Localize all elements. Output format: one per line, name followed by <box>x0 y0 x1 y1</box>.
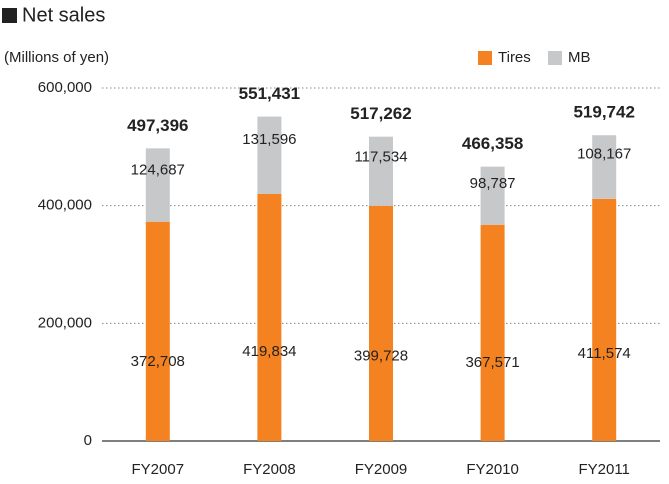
x-tick-label: FY2009 <box>355 461 408 478</box>
value-label: 372,708 <box>131 353 185 370</box>
y-tick-label: 0 <box>84 432 92 449</box>
value-label: 367,571 <box>465 354 519 371</box>
total-label: 519,742 <box>573 103 634 122</box>
value-label: 124,687 <box>131 161 185 178</box>
y-axis-label: (Millions of yen) <box>4 49 109 66</box>
value-label: 117,534 <box>354 148 407 165</box>
bar-segment <box>369 136 393 206</box>
chart-title: Net sales <box>22 4 105 26</box>
bar-segment <box>145 148 170 222</box>
title-icon <box>2 8 17 23</box>
legend-label: Tires <box>498 49 531 66</box>
value-label: 108,167 <box>577 145 631 162</box>
x-tick-label: FY2010 <box>466 461 519 478</box>
total-label: 497,396 <box>127 116 188 135</box>
x-tick-label: FY2007 <box>132 461 185 478</box>
bar-segment <box>257 116 282 194</box>
legend-label: MB <box>568 49 591 66</box>
bar-segment <box>592 198 617 441</box>
bar-segment <box>592 135 617 199</box>
y-tick-label: 200,000 <box>38 314 92 331</box>
value-label: 399,728 <box>354 347 408 364</box>
total-label: 551,431 <box>239 84 300 103</box>
bar-segment <box>145 221 170 441</box>
bar-segment <box>257 193 282 441</box>
y-tick-label: 600,000 <box>38 79 92 96</box>
y-tick-label: 400,000 <box>38 197 92 214</box>
value-label: 411,574 <box>578 345 631 362</box>
bar-segment <box>480 224 505 441</box>
value-label: 419,834 <box>242 343 296 360</box>
value-label: 98,787 <box>470 175 516 192</box>
x-tick-label: FY2011 <box>578 461 629 478</box>
bar-segment <box>369 205 393 441</box>
total-label: 466,358 <box>462 134 523 153</box>
legend-swatch <box>548 51 562 65</box>
legend-swatch <box>478 51 492 65</box>
bar-segment <box>480 166 505 225</box>
total-label: 517,262 <box>350 104 411 123</box>
x-tick-label: FY2008 <box>243 461 296 478</box>
value-label: 131,596 <box>242 131 296 148</box>
